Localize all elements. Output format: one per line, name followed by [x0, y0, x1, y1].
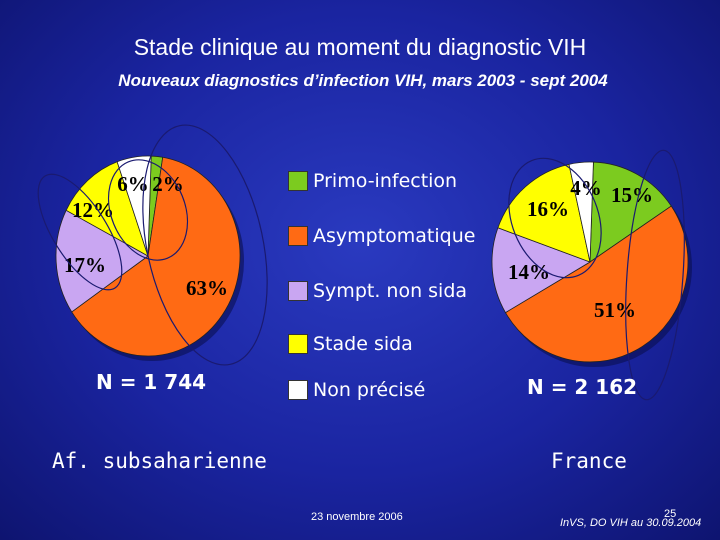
highlight-oval [508, 157, 602, 279]
slice-label-asymptomatique: 51% [594, 298, 636, 322]
pie-slice-sympt-non-sida [491, 227, 591, 314]
legend-label-primo-infection: Primo-infection [313, 170, 458, 192]
pie-slice-asymptomatique [504, 205, 689, 363]
pie-slice-primo-infection [589, 161, 672, 263]
legend-swatch-primo-infection [288, 171, 308, 191]
legend-label-sympt-non-sida: Sympt. non sida [313, 280, 468, 302]
legend-swatch-non-precise [288, 380, 308, 400]
n-label-france: N = 2 162 [527, 375, 638, 399]
slice-label-stade-sida: 16% [527, 197, 569, 221]
caption-af-subsaharienne: Af. subsaharienne [52, 449, 267, 473]
pie-slice-asymptomatique [71, 156, 241, 357]
footer-date: 23 novembre 2006 [311, 511, 403, 523]
legend-label-asymptomatique: Asymptomatique [313, 225, 476, 247]
pie-france: 15% 51% 14% 16%4% [491, 161, 692, 367]
pie-slice-sympt-non-sida [55, 209, 149, 313]
slice-label-primo-infection: 2% [152, 172, 184, 196]
caption-france: France [551, 449, 627, 473]
slice-label-primo-infection: 15% [611, 183, 653, 207]
page-number: 25 [664, 508, 677, 520]
pie-slice-stade-sida [497, 163, 591, 263]
slice-label-non-precise: 4% [570, 176, 602, 200]
slice-label-stade-sida: 12% [72, 198, 114, 222]
n-label-af: N = 1 744 [96, 370, 207, 394]
pie-af-subsaharienne: 2%63%17%12%6% [55, 155, 244, 361]
slice-label-sympt-non-sida: 14% [508, 260, 550, 284]
highlight-oval [107, 159, 189, 261]
legend-label-non-precise: Non précisé [313, 379, 426, 401]
legend-swatch-sympt-non-sida [288, 281, 308, 301]
slice-label-asymptomatique: 63% [186, 276, 228, 300]
highlight-oval [142, 124, 268, 366]
legend-swatch-asymptomatique [288, 226, 308, 246]
slide-subtitle: Nouveaux diagnostics d’infection VIH, ma… [118, 71, 608, 90]
highlight-oval [625, 149, 685, 401]
highlight-oval [37, 173, 123, 291]
legend-swatch-stade-sida [288, 334, 308, 354]
footer-source: InVS, DO VIH au 30.09.2004 [560, 517, 702, 529]
pie-slice-stade-sida [65, 161, 149, 257]
legend-label-stade-sida: Stade sida [313, 333, 413, 355]
slide-title: Stade clinique au moment du diagnostic V… [133, 34, 587, 60]
